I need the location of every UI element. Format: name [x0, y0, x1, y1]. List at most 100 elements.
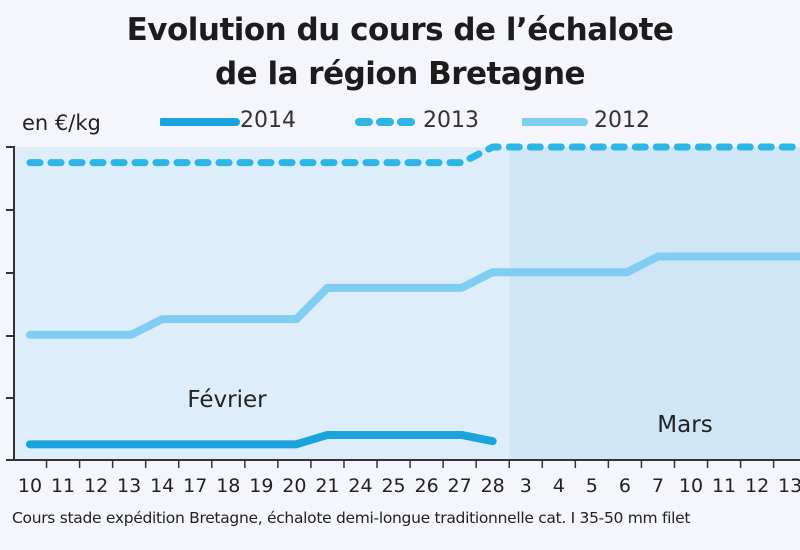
data-point-2012: [292, 317, 296, 321]
data-point-2013: [656, 145, 660, 149]
series-line-2014: [26, 430, 497, 449]
data-point-2013: [127, 161, 131, 165]
data-point-2014: [458, 433, 462, 437]
data-point-2013: [623, 145, 627, 149]
data-point-2012: [325, 286, 329, 290]
data-point-2013: [160, 161, 164, 165]
x-tick-label: 12: [745, 475, 769, 497]
x-tick-label: 10: [679, 475, 703, 497]
data-point-2014: [226, 442, 230, 446]
data-point-2013: [226, 161, 230, 165]
data-point-2013: [359, 161, 363, 165]
x-tick-label: 19: [249, 475, 273, 497]
x-tick-label: 18: [216, 475, 240, 497]
data-point-2014: [259, 442, 263, 446]
month-label-fevrier: Février: [187, 387, 267, 413]
legend-swatch-2012: [522, 118, 588, 126]
legend-swatch-2014: [160, 118, 240, 126]
chart-title-line2: de la région Bretagne: [214, 56, 586, 92]
x-tick-label: 11: [712, 475, 736, 497]
data-point-2012: [623, 270, 627, 274]
x-tick-label: 12: [84, 475, 108, 497]
x-tick-label: 28: [481, 475, 505, 497]
data-point-2013: [524, 145, 528, 149]
data-point-2012: [28, 333, 32, 337]
data-point-2012: [94, 333, 98, 337]
data-point-2013: [61, 161, 65, 165]
data-point-2013: [392, 161, 396, 165]
data-point-2012: [127, 333, 131, 337]
x-tick-label: 3: [520, 475, 532, 497]
data-point-2013: [325, 161, 329, 165]
x-tick-label: 26: [415, 475, 439, 497]
x-tick-label: 13: [778, 475, 800, 497]
data-point-2013: [94, 161, 98, 165]
plot-area-march: [509, 147, 800, 460]
data-point-2013: [425, 161, 429, 165]
plot-area-february: [14, 147, 510, 460]
x-tick-label: 4: [553, 475, 565, 497]
legend-label-2013: 2013: [423, 108, 479, 133]
chart-title-line1: Evolution du cours de l’échalote: [126, 12, 674, 48]
data-point-2013: [28, 161, 32, 165]
series-line-2012: [26, 252, 800, 339]
data-point-2012: [193, 317, 197, 321]
legend-label-2014: 2014: [240, 108, 296, 133]
data-point-2014: [127, 442, 131, 446]
data-point-2012: [425, 286, 429, 290]
data-point-2012: [359, 286, 363, 290]
data-point-2012: [458, 286, 462, 290]
x-tick-label: 20: [282, 475, 306, 497]
data-point-2012: [61, 333, 65, 337]
x-tick-label: 14: [150, 475, 174, 497]
line-chart: 10 11 12 13 14 17 18 19 20 21 24 25 26 27 28 3 4 5 6 7 10 11 1…: [6, 143, 800, 497]
data-point-2012: [722, 255, 726, 259]
x-tick-label: 21: [315, 475, 339, 497]
data-point-2014: [193, 442, 197, 446]
data-point-2012: [557, 270, 561, 274]
data-point-2013: [458, 161, 462, 165]
data-point-2014: [160, 442, 164, 446]
data-point-2012: [590, 270, 594, 274]
x-tick-label: 13: [117, 475, 141, 497]
data-point-2013: [491, 145, 495, 149]
data-point-2014: [292, 442, 296, 446]
legend-swatch-2013: [355, 118, 423, 126]
data-point-2014: [28, 442, 32, 446]
data-point-2013: [689, 145, 693, 149]
data-point-2012: [392, 286, 396, 290]
x-tick-label: 6: [619, 475, 631, 497]
series-line-2013: [26, 143, 800, 167]
x-tick-label: 25: [381, 475, 405, 497]
data-point-2014: [359, 433, 363, 437]
legend-label-2012: 2012: [594, 108, 650, 133]
x-tick-label: 11: [51, 475, 75, 497]
data-point-2013: [755, 145, 759, 149]
data-point-2014: [392, 433, 396, 437]
data-point-2013: [788, 145, 792, 149]
data-point-2013: [722, 145, 726, 149]
data-point-2014: [425, 433, 429, 437]
data-point-2012: [160, 317, 164, 321]
data-point-2013: [590, 145, 594, 149]
chart-footnote: Cours stade expédition Bretagne, échalot…: [12, 509, 691, 527]
data-point-2013: [557, 145, 561, 149]
y-unit-label: en €/kg: [22, 111, 101, 135]
data-point-2012: [689, 255, 693, 259]
data-point-2013: [292, 161, 296, 165]
x-tick-label: 7: [652, 475, 664, 497]
data-point-2012: [755, 255, 759, 259]
x-tick-label: 27: [448, 475, 472, 497]
data-point-2013: [193, 161, 197, 165]
data-point-2014: [94, 442, 98, 446]
x-tick-label: 24: [348, 475, 372, 497]
data-point-2012: [259, 317, 263, 321]
x-tick-label: 5: [586, 475, 598, 497]
x-tick-label: 17: [183, 475, 207, 497]
data-point-2013: [259, 161, 263, 165]
x-tick-label: 10: [18, 475, 42, 497]
data-point-2012: [524, 270, 528, 274]
data-point-2012: [656, 255, 660, 259]
data-point-2012: [226, 317, 230, 321]
data-point-2014: [325, 433, 329, 437]
